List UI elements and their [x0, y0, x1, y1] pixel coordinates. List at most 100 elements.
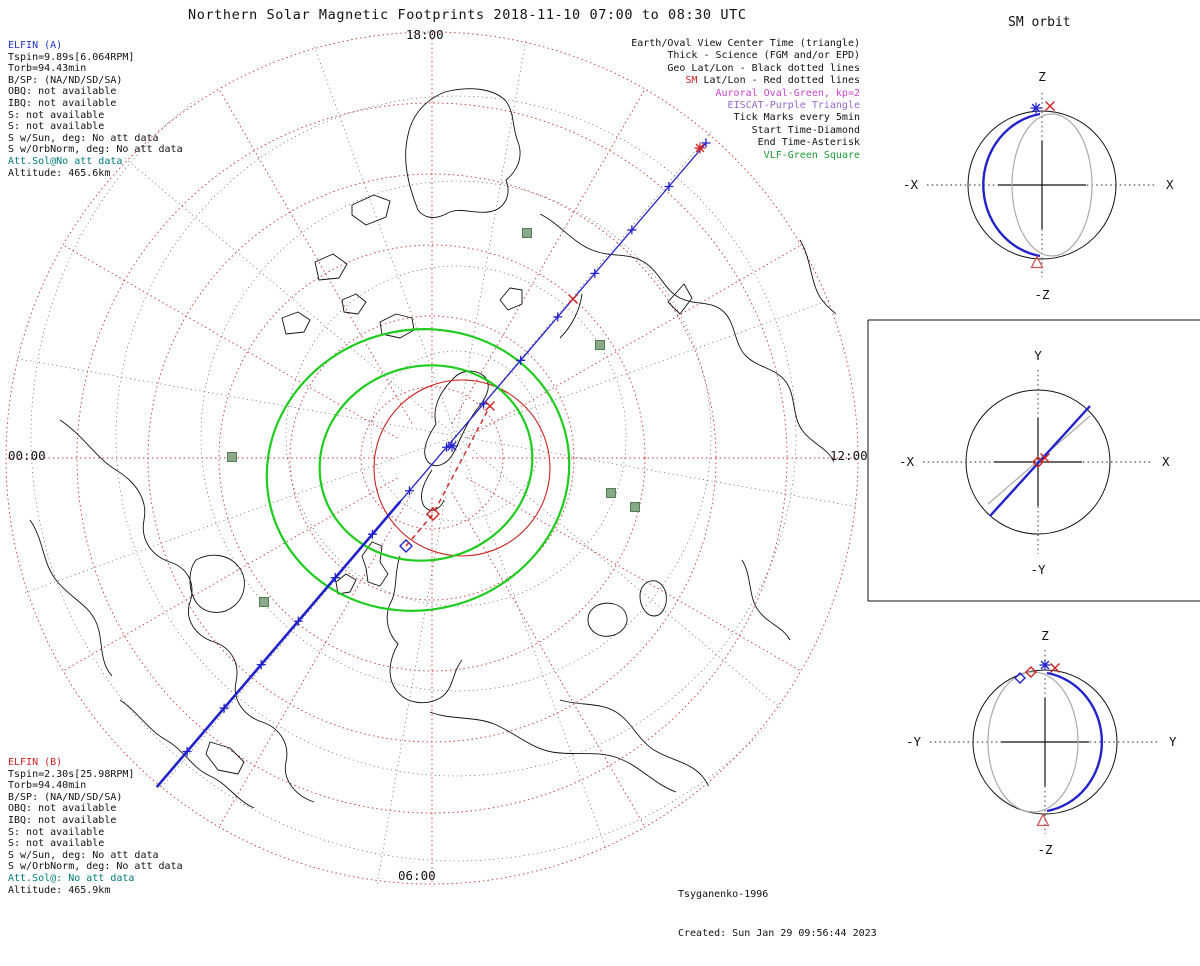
orbit-blue	[989, 405, 1091, 517]
elfin-a-info: ELFIN (A) Tspin=9.89s[6.064RPM] Torb=94.43…	[8, 40, 183, 179]
cross-marker	[1040, 660, 1050, 670]
axis-label: Z	[1038, 69, 1046, 84]
legend-text: VLF-Green Square	[763, 149, 860, 161]
elfin-b-track	[405, 142, 706, 547]
cross-marker	[568, 294, 578, 304]
earth-circle	[965, 389, 1111, 535]
map-legend: Earth/Oval View Center Time (triangle) Th…	[631, 38, 860, 162]
cross-marker	[1050, 663, 1060, 673]
vlf-square-marker	[595, 340, 605, 350]
info-line: S: not available	[8, 121, 105, 133]
elfin-b-info: ELFIN (B) Tspin=2.30s[25.98RPM] Torb=94.40…	[8, 757, 183, 896]
axis-label: Z	[1041, 628, 1049, 643]
cross-marker	[447, 441, 457, 451]
info-line: Torb=94.43min	[8, 63, 87, 75]
model-label: Tsyganenko-1996	[678, 889, 769, 900]
info-line: B/SP: (NA/ND/SD/SA)	[8, 74, 123, 86]
cross-marker	[485, 401, 495, 411]
legend-line: Start Time-Diamond	[631, 125, 860, 137]
orbit-panel: Z -Z -X X	[903, 69, 1174, 302]
axis-label: X	[1162, 454, 1170, 469]
triangle-marker	[1030, 255, 1044, 269]
orbit-gray	[987, 415, 1091, 505]
axis-label: -Y	[1030, 562, 1046, 577]
info-line: OBQ: not available	[8, 86, 117, 98]
legend-line: End Time-Asterisk	[631, 137, 860, 149]
legend-text: Tick Marks every 5min	[733, 112, 860, 124]
info-line: IBQ: not available	[8, 97, 117, 109]
diamond-marker	[1025, 666, 1037, 678]
plot-footer: Tsyganenko-1996 Created: Sun Jan 29 09:5…	[678, 862, 877, 966]
info-line: Altitude: 465.9km	[8, 884, 111, 896]
cross-marker	[1040, 453, 1050, 463]
tick-plus-marker	[664, 181, 674, 191]
info-line: Torb=94.40min	[8, 780, 87, 792]
info-line: Att.Sol@No att data	[8, 155, 123, 167]
tick-plus-marker	[590, 268, 600, 278]
tick-plus-marker	[367, 529, 377, 539]
legend-text: End Time-Asterisk	[757, 137, 860, 149]
info-line: S: not available	[8, 838, 105, 850]
tick-plus-marker	[182, 747, 192, 757]
info-line: Altitude: 465.6km	[8, 167, 111, 179]
sm-reference-circle	[373, 379, 551, 557]
diamond-marker	[1032, 456, 1044, 468]
elfin-a-track	[145, 138, 711, 800]
tick-plus-marker	[404, 486, 414, 496]
vlf-square-marker	[259, 597, 269, 607]
vlf-square-marker	[522, 228, 532, 238]
triangle-marker	[1036, 813, 1050, 827]
auroral-oval	[318, 364, 534, 562]
tick-plus-marker	[219, 703, 229, 713]
science-zone-segment	[149, 500, 402, 796]
plot-canvas: Z -Z -X X Y -Y -X X Z -Z -Y Y Northern Solar Magnet…	[3, 7, 1200, 939]
info-line: S w/Sun, deg: No att data	[8, 132, 159, 144]
legend-text: Lat/Lon - Red dotted lines	[697, 75, 860, 87]
legend-line: Thick - Science (FGM and/or EPD)	[631, 50, 860, 62]
info-line: ELFIN (B)	[8, 757, 63, 768]
vlf-stations	[227, 228, 640, 607]
diamond-marker	[426, 507, 440, 521]
info-line: S w/OrbNorm, deg: No att data	[8, 861, 183, 873]
panel-axes-dotted	[930, 650, 1160, 834]
legend-text: Auroral Oval-Green, kp=2	[715, 87, 861, 99]
legend-text: Earth/Oval View Center Time (triangle)	[631, 38, 860, 49]
map-layer	[3, 29, 861, 887]
tick-plus-marker	[516, 355, 526, 365]
tick-plus-marker	[330, 573, 340, 583]
created-label: Created: Sun Jan 29 09:56:44 2023	[678, 928, 877, 939]
tick-plus-marker	[553, 312, 563, 322]
axis-label: -X	[899, 454, 915, 469]
orbit-blue	[1046, 671, 1104, 813]
axis-label: Y	[1034, 348, 1042, 363]
legend-line: SM Lat/Lon - Red dotted lines	[631, 75, 860, 87]
axis-label: X	[1166, 177, 1174, 192]
tick-plus-marker	[293, 616, 303, 626]
axis-label: -Y	[906, 734, 922, 749]
info-line: B/SP: (NA/ND/SD/SA)	[8, 791, 123, 803]
sm-grid	[5, 31, 859, 885]
orbit-blue	[982, 112, 1041, 258]
vlf-square-marker	[227, 452, 237, 462]
info-line: IBQ: not available	[8, 814, 117, 826]
coastlines	[29, 88, 861, 863]
info-line: OBQ: not available	[8, 803, 117, 815]
orbit-panel: Y -Y -X X	[899, 348, 1170, 577]
clock-label-06: 06:00	[398, 868, 436, 883]
orbit-title: SM orbit	[1008, 15, 1071, 30]
axis-label: -Z	[1034, 287, 1050, 302]
legend-line: EISCAT-Purple Triangle	[631, 100, 860, 112]
auroral-oval	[265, 328, 571, 612]
panel-axes-dotted	[923, 370, 1153, 554]
orbit-panel: Z -Z -Y Y	[906, 628, 1177, 857]
legend-text: EISCAT-Purple Triangle	[727, 100, 860, 112]
tick-plus-marker	[442, 442, 452, 452]
panel-axes-dotted	[927, 93, 1157, 277]
legend-text: Thick - Science (FGM and/or EPD)	[667, 50, 860, 62]
info-line: S w/Sun, deg: No att data	[8, 849, 159, 861]
legend-line: Earth/Oval View Center Time (triangle)	[631, 38, 860, 50]
cross-marker	[695, 143, 705, 153]
info-line: S w/OrbNorm, deg: No att data	[8, 144, 183, 156]
tick-plus-marker	[479, 399, 489, 409]
center-cross	[998, 141, 1086, 229]
